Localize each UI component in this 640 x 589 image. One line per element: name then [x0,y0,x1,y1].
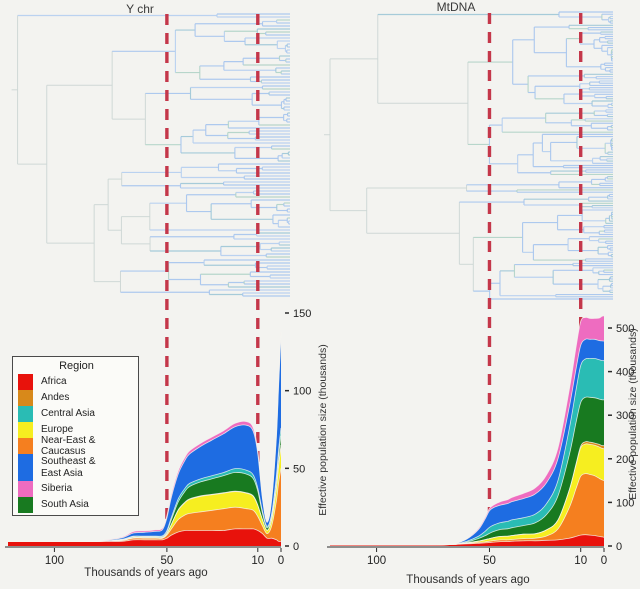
legend-item-label: Central Asia [41,408,95,420]
x-tick-label: 0 [278,555,284,567]
y-tick-label: 0 [293,541,299,553]
legend-item: Central Asia [18,406,135,422]
ychr-xaxis-label: Thousands of years ago [84,567,208,579]
y-tick-label: 100 [616,497,634,509]
dendrogram [11,13,290,297]
legend-swatch-icon [18,438,33,454]
y-tick-label: 0 [616,541,622,553]
legend-item: Southeast & East Asia [18,454,135,481]
legend-swatch-icon [18,374,33,390]
legend-item: Africa [18,374,135,390]
y-tick-label: 100 [293,386,311,398]
y-tick-label: 500 [616,323,634,335]
legend-swatch-icon [18,406,33,422]
area-series-africa [330,534,604,546]
area-stack [8,331,282,546]
legend-title: Region [59,360,94,372]
legend-item: Siberia [18,481,135,497]
legend-swatch-icon [18,497,33,513]
legend-item-label: South Asia [41,499,89,511]
legend-item-label: Europe [41,424,74,436]
legend-item: South Asia [18,497,135,513]
legend-item: Andes [18,390,135,406]
mtdna-xaxis-label: Thousands of years ago [406,574,530,586]
x-tick-label: 0 [601,555,607,567]
legend-item-label: Africa [41,376,67,388]
area-series-near-east-caucasus [8,468,281,542]
legend-swatch-icon [18,454,33,481]
legend-swatch-icon [18,481,33,497]
y-tick-label: 150 [293,308,311,320]
legend-swatch-icon [18,390,33,406]
area-series-southeast-east-asia [8,334,281,542]
dendrogram [324,11,613,300]
x-tick-label: 50 [160,555,173,567]
legend: Region Africa Andes Central Asia Europe Near… [12,356,139,516]
legend-item-label: Southeast & East Asia [41,456,96,479]
ychr-yaxis-label: Effective population size (thousands) [317,344,329,516]
area-series-south-asia [8,435,281,542]
y-tick-label: 200 [616,454,634,466]
y-tick-label: 400 [616,367,634,379]
legend-swatch-icon [18,422,33,438]
area-series-europe [8,448,281,542]
y-tick-label: 300 [616,410,634,422]
x-tick-label: 50 [483,555,496,567]
x-tick-label: 10 [574,555,587,567]
x-tick-label: 100 [45,555,64,567]
area-stack [329,315,605,546]
x-tick-label: 100 [367,555,386,567]
legend-items: Africa Andes Central Asia Europe Near-East &… [18,374,135,513]
ychr-title: Y chr [126,2,154,16]
y-tick-label: 50 [293,463,305,475]
legend-item-label: Near-East & Caucasus [41,434,96,458]
mtdna-yaxis-label: Effective population size (thousands) [627,328,639,500]
legend-item: Near-East & Caucasus [18,435,135,457]
legend-item-label: Siberia [41,483,73,495]
mtdna-title: MtDNA [436,0,476,14]
x-tick-label: 10 [251,555,264,567]
legend-item: Europe [18,422,135,438]
legend-item-label: Andes [41,392,70,404]
